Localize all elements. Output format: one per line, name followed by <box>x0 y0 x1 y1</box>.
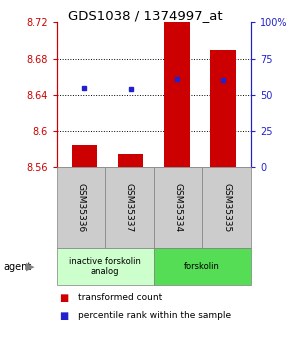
Text: ■: ■ <box>59 310 69 321</box>
Text: agent: agent <box>3 262 31 272</box>
Text: percentile rank within the sample: percentile rank within the sample <box>78 310 231 319</box>
Text: transformed count: transformed count <box>78 293 163 302</box>
Text: GSM35337: GSM35337 <box>125 183 134 233</box>
Bar <box>72 145 97 167</box>
Bar <box>118 154 143 167</box>
Bar <box>164 22 190 167</box>
Text: GDS1038 / 1374997_at: GDS1038 / 1374997_at <box>68 9 222 22</box>
Text: ■: ■ <box>59 293 69 303</box>
Text: ▶: ▶ <box>26 262 35 272</box>
Text: GSM35336: GSM35336 <box>76 183 85 233</box>
Text: GSM35335: GSM35335 <box>222 183 231 233</box>
Bar <box>210 50 236 167</box>
Text: GSM35334: GSM35334 <box>173 183 182 233</box>
Text: inactive forskolin
analog: inactive forskolin analog <box>69 257 141 276</box>
Text: forskolin: forskolin <box>184 262 220 271</box>
